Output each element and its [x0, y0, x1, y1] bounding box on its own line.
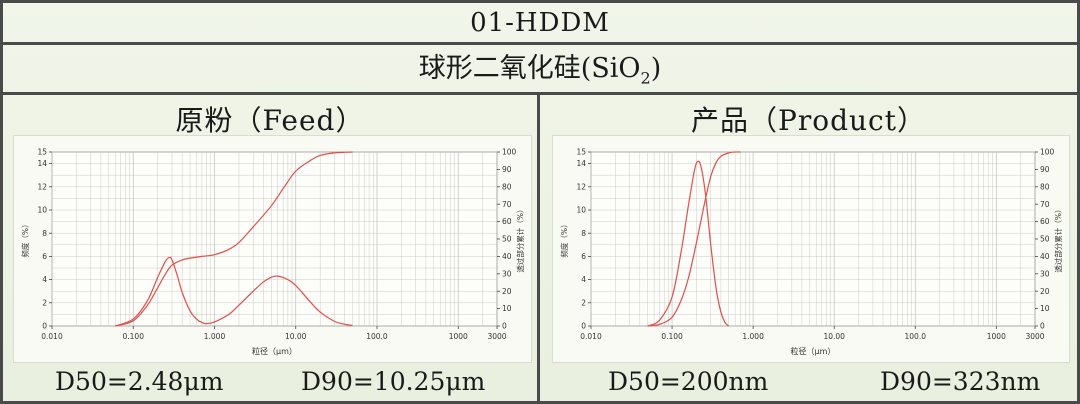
x-tick-label: 100.0 [905, 332, 927, 341]
feed-panel-title: 原粉（Feed） [175, 104, 365, 137]
x-tick-label: 1000 [449, 332, 468, 341]
y-left-tick-label: 14 [576, 159, 586, 168]
y-right-tick-label: 0 [1040, 322, 1045, 331]
cumulative-curve [115, 151, 353, 327]
y-left-tick-label: 0 [581, 322, 586, 331]
y-right-tick-label: 50 [502, 235, 512, 244]
x-tick-label: 1.000 [204, 332, 226, 341]
y-left-axis-label: 频度（%） [559, 220, 569, 257]
plot-area [590, 151, 1036, 327]
y-right-tick-label: 10 [1040, 304, 1050, 313]
x-axis-label: 粒径（μm） [252, 346, 297, 356]
sample-code-text: 01-HDDM [470, 8, 610, 38]
x-tick-label: 1.000 [742, 332, 764, 341]
y-right-tick-label: 70 [502, 200, 512, 209]
material-subscript: 2 [640, 68, 651, 88]
y-left-axis-label: 频度（%） [20, 220, 30, 257]
feed-panel: 原粉（Feed） 0.010 0.100 1.000 10.00 100.0 1000 30… [3, 95, 540, 401]
y-right-tick-label: 50 [1040, 235, 1050, 244]
x-tick-label: 0.100 [123, 332, 145, 341]
cumulative-curve [647, 151, 741, 327]
y-right-tick-label: 20 [1040, 287, 1050, 296]
y-left-tick-label: 8 [581, 229, 586, 238]
y-right-tick-label: 10 [502, 304, 512, 313]
material-name-prefix: 球形二氧化硅(SiO [418, 53, 641, 84]
y-right-tick-label: 80 [1040, 182, 1050, 191]
y-right-tick-label: 60 [502, 217, 512, 226]
y-right-tick-label: 20 [502, 287, 512, 296]
y-left-tick-label: 8 [42, 229, 47, 238]
plot-area [51, 151, 498, 327]
y-right-axis-label: 透过部分累计（%） [515, 205, 525, 272]
frequency-curve [647, 160, 730, 327]
y-left-tick-label: 14 [37, 159, 47, 168]
y-right-tick-label: 30 [502, 269, 512, 278]
product-d50: D50=200nm [608, 367, 769, 396]
y-left-tick-label: 10 [576, 206, 586, 215]
y-left-tick-label: 2 [581, 298, 586, 307]
y-right-tick-label: 100 [502, 148, 517, 157]
feed-chart-svg: 0.010 0.100 1.000 10.00 100.0 1000 3000粒径（μm）0… [20, 148, 525, 356]
y-right-tick-label: 90 [502, 165, 512, 174]
y-left-tick-label: 15 [576, 148, 586, 157]
x-tick-label: 3000 [487, 332, 506, 341]
y-right-tick-label: 40 [1040, 252, 1050, 261]
y-right-tick-label: 30 [1040, 269, 1050, 278]
product-panel-title: 产品（Product） [691, 104, 926, 137]
x-tick-label: 10.00 [823, 332, 845, 341]
y-left-tick-label: 0 [42, 322, 47, 331]
x-tick-label: 100.0 [366, 332, 388, 341]
y-left-tick-label: 6 [581, 252, 586, 261]
frequency-curve [115, 256, 353, 327]
product-panel: 产品（Product） 0.010 0.100 1.000 10.00 100.0 100… [540, 95, 1077, 401]
product-d90: D90=323nm [880, 367, 1041, 396]
y-right-tick-label: 70 [1040, 200, 1050, 209]
x-tick-label: 3000 [1025, 332, 1044, 341]
y-right-tick-label: 40 [502, 252, 512, 261]
product-chart: 0.010 0.100 1.000 10.00 100.0 1000 3000 粒径（μm） 0… [552, 135, 1070, 363]
material-name: 球形二氧化硅(SiO2) [3, 45, 1077, 95]
y-left-tick-label: 15 [37, 148, 47, 157]
y-right-tick-label: 90 [1040, 165, 1050, 174]
material-name-suffix: ) [650, 53, 662, 84]
y-right-tick-label: 100 [1040, 148, 1055, 157]
y-left-tick-label: 12 [576, 182, 586, 191]
y-left-tick-label: 2 [42, 298, 47, 307]
sample-code: 01-HDDM [3, 3, 1077, 45]
feed-d50: D50=2.48μm [55, 367, 224, 396]
x-tick-label: 1000 [987, 332, 1006, 341]
feed-chart: 0.010 0.100 1.000 10.00 100.0 1000 3000 粒径（μm） 0… [13, 135, 532, 363]
y-right-tick-label: 60 [1040, 217, 1050, 226]
x-tick-label: 0.010 [41, 332, 63, 341]
y-right-axis-label: 透过部分累计（%） [1053, 205, 1063, 272]
y-left-tick-label: 4 [581, 275, 586, 284]
y-left-tick-label: 4 [42, 275, 47, 284]
x-tick-label: 10.00 [285, 332, 307, 341]
x-tick-label: 0.100 [661, 332, 683, 341]
y-left-tick-label: 12 [37, 182, 47, 191]
product-chart-svg: 0.010 0.100 1.000 10.00 100.0 1000 3000粒径（μm）0… [559, 148, 1063, 356]
feed-d90: D90=10.25μm [301, 367, 486, 396]
y-left-tick-label: 6 [42, 252, 47, 261]
y-right-tick-label: 80 [502, 182, 512, 191]
y-right-tick-label: 0 [502, 322, 507, 331]
x-tick-label: 0.010 [580, 332, 602, 341]
x-axis-label: 粒径（μm） [791, 346, 836, 356]
y-left-tick-label: 10 [37, 206, 47, 215]
